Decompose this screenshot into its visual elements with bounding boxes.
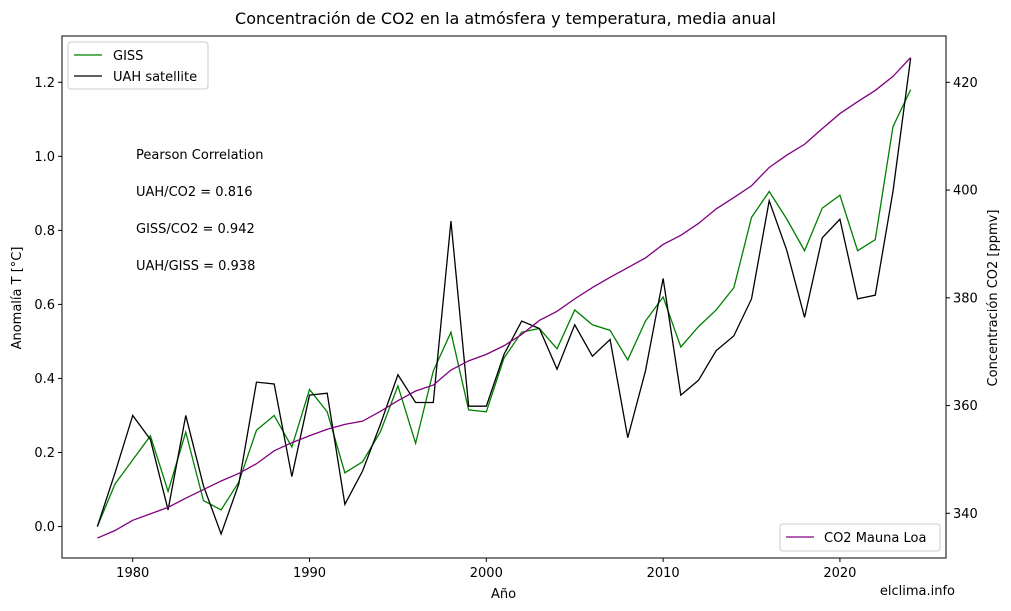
legend-lower-right: CO2 Mauna Loa	[779, 523, 941, 552]
series-line-co2-mauna-loa	[97, 57, 912, 539]
plot-frame	[61, 35, 947, 559]
legend-upper-left: GISS UAH satellite	[67, 41, 209, 90]
y-right-tick-label: 400	[953, 184, 978, 199]
y-axis-label-left: Anomalía T [°C]	[10, 247, 25, 350]
y-left-tick-label: 0.6	[34, 298, 55, 313]
y-right-tick-label: 340	[953, 507, 978, 522]
y-axis-label-right: Concentración CO2 [ppmv]	[986, 210, 1001, 387]
legend-box	[67, 41, 209, 90]
axes-layer: 1980 1990 2000 2010 2020 0.0 0.2 0.4 0.6 0.8 1.0 1.…	[34, 35, 978, 581]
x-tick-label: 2000	[470, 566, 503, 581]
annotation-text: UAH/CO2 = 0.816	[136, 185, 253, 200]
chart-title: Concentración de CO2 en la atmósfera y t…	[235, 9, 776, 28]
watermark: elclima.info	[880, 584, 955, 599]
annotation-text: GISS/CO2 = 0.942	[136, 222, 255, 237]
legend-label: GISS	[113, 49, 143, 64]
y-right-tick-label: 420	[953, 76, 978, 91]
y-left-tick-label: 0.0	[34, 520, 55, 535]
y-left-tick-label: 1.0	[34, 150, 55, 165]
y-left-tick-label: 0.4	[34, 372, 55, 387]
y-left-tick-label: 0.8	[34, 224, 55, 239]
legend-box	[779, 523, 941, 552]
y-left-tick-label: 1.2	[34, 76, 55, 91]
x-tick-label: 1980	[116, 566, 149, 581]
legend-label: CO2 Mauna Loa	[824, 531, 926, 546]
x-tick-label: 2010	[647, 566, 680, 581]
series-line-uah-satellite	[96, 58, 912, 536]
series-layer	[96, 57, 912, 539]
correlation-annotations: Pearson Correlation UAH/CO2 = 0.816 GISS/C…	[136, 148, 263, 274]
annotation-text: UAH/GISS = 0.938	[136, 259, 255, 274]
legend-label: UAH satellite	[113, 70, 197, 85]
annotation-text: Pearson Correlation	[136, 148, 263, 163]
x-tick-label: 1990	[293, 566, 326, 581]
y-right-tick-label: 360	[953, 399, 978, 414]
y-right-tick-label: 380	[953, 291, 978, 306]
x-tick-label: 2020	[823, 566, 856, 581]
y-left-tick-label: 0.2	[34, 446, 55, 461]
x-axis-label: Año	[491, 587, 516, 602]
series-line-giss	[96, 89, 912, 527]
